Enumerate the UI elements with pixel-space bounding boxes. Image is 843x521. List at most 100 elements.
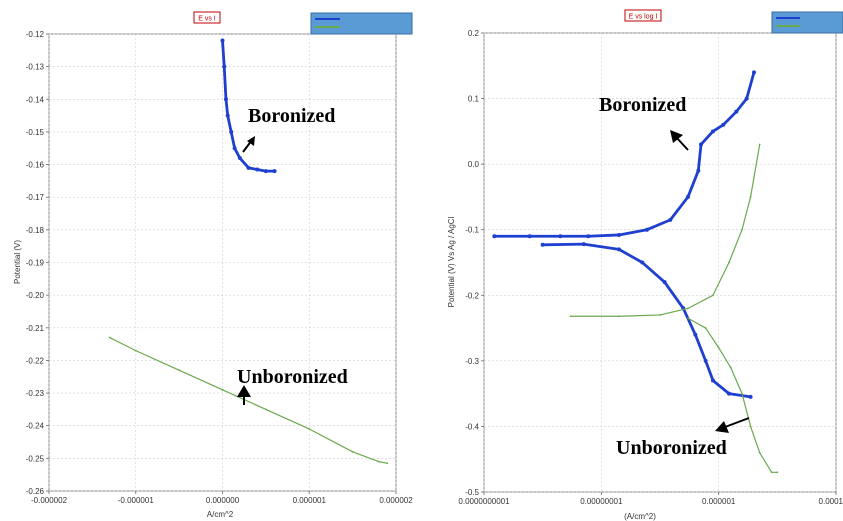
right-x-axis-label: (A/cm^2) (624, 512, 656, 521)
right-x-tick-label: 0.000001 (702, 497, 736, 506)
right-x-ticks: 0.0000000001 0.00000001 0.000001 0.0001 (458, 492, 843, 506)
left-y-tick-label: -0.19 (26, 259, 45, 268)
right-series-unboronized-point (659, 314, 661, 316)
left-y-tick-label: -0.26 (26, 487, 45, 496)
left-y-tick-label: -0.23 (26, 389, 45, 398)
left-series-unboronized-point (386, 462, 389, 465)
right-series-boronized-point (685, 194, 690, 199)
left-series-boronized-point (229, 129, 234, 134)
left-series-unboronized-point (108, 336, 111, 339)
right-series-boronized-point (527, 234, 532, 239)
left-y-tick-label: -0.13 (26, 63, 45, 72)
left-series-boronized-point (232, 146, 237, 151)
left-arrow-boronized (242, 136, 255, 153)
right-series-boronized-cathodic-point (693, 332, 698, 337)
left-y-tick-label: -0.25 (26, 454, 45, 463)
left-y-tick-label: -0.12 (26, 30, 45, 39)
left-x-tick-label: 0.000000 (206, 496, 240, 505)
right-y-tick-label: 0.2 (468, 29, 480, 38)
left-x-tick-label: 0.000001 (293, 496, 327, 505)
left-series-boronized-point (255, 167, 260, 172)
left-series-unboronized-point (308, 428, 311, 430)
right-series-boronized-cathodic-point (662, 280, 667, 285)
right-series (492, 70, 779, 474)
right-series-unboronized-point (618, 315, 620, 318)
right-series-unboronized-point (728, 261, 730, 264)
left-x-axis-label: A/cm^2 (207, 510, 234, 519)
right-x-tick-label: 0.00000001 (580, 497, 623, 506)
right-series-unboronized-cathodic-point (758, 451, 761, 454)
left-y-tick-label: -0.14 (26, 95, 45, 104)
right-series-unboronized-cathodic-point (776, 471, 779, 474)
right-series-unboronized-cathodic-point (770, 471, 773, 474)
left-series-unboronized-point (351, 450, 354, 453)
right-arrow-boronized (670, 130, 689, 151)
left-y-tick-label: -0.24 (26, 422, 45, 431)
right-y-tick-label: 0.0 (468, 160, 480, 169)
left-series-unboronized-point (264, 408, 267, 411)
left-title-box (193, 11, 221, 24)
left-y-tick-label: -0.18 (26, 226, 45, 235)
right-y-tick-label: -0.4 (465, 422, 479, 431)
left-series-unboronized-point (178, 369, 181, 372)
left-series-boronized-point (246, 165, 251, 170)
right-series-boronized-point (668, 217, 673, 222)
right-series-boronized-cathodic-point (703, 358, 708, 363)
right-chart: 0.2 0.1 0.0 -0.1 -0.2 -0.3 -0.4 -0.5 0.00000000… (447, 9, 843, 521)
right-y-axis-label: Potential (V) Vs Ag / AgCl (447, 216, 456, 307)
right-series-boronized-cathodic-point (581, 242, 586, 247)
left-arrow-unboronized (237, 385, 251, 405)
right-arrow-unboronized (715, 417, 750, 433)
right-series-boronized-cathodic-point (748, 394, 753, 399)
left-series-unboronized-point (134, 349, 137, 352)
left-x-tick-label: 0.000002 (379, 496, 413, 505)
left-series-boronized-point (220, 38, 225, 43)
left-series (108, 38, 389, 465)
left-y-tick-label: -0.20 (26, 291, 45, 300)
left-chart: -0.12 -0.13 -0.14 -0.15 -0.16 -0.17 -0.18 -0.19… (13, 11, 413, 519)
left-y-ticks: -0.12 -0.13 -0.14 -0.15 -0.16 -0.17 -0.18 -0.19… (26, 30, 49, 496)
right-series-boronized-point (644, 227, 649, 232)
right-series-boronized-point (751, 70, 756, 75)
left-y-tick-label: -0.17 (26, 193, 45, 202)
right-series-unboronized-cathodic-point (717, 346, 720, 349)
right-series-boronized-cathodic-point (710, 378, 715, 383)
right-series-boronized-cathodic-point (726, 391, 731, 396)
right-y-tick-label: -0.3 (465, 357, 479, 366)
right-y-tick-label: -0.2 (465, 291, 479, 300)
left-series-boronized-point (225, 113, 230, 118)
left-annotation-boronized: Boronized (248, 105, 335, 127)
right-series-unboronized-cathodic-point (687, 317, 689, 320)
right-series-unboronized-point (569, 315, 572, 318)
right-series-boronized-point (616, 232, 621, 237)
right-series-boronized-point (744, 96, 749, 101)
right-annotation-unboronized: Unboronized (616, 437, 727, 459)
right-title-box (624, 9, 662, 22)
right-y-ticks: 0.2 0.1 0.0 -0.1 -0.2 -0.3 -0.4 -0.5 (465, 29, 484, 497)
right-series-boronized-point (721, 122, 726, 127)
right-series-unboronized-cathodic-point (741, 392, 743, 395)
left-x-ticks: -0.000002 -0.000001 0.000000 0.000001 0.0000… (31, 491, 413, 505)
right-y-tick-label: 0.1 (468, 95, 480, 104)
left-chart-title: E vs I (198, 16, 216, 23)
right-chart-title: E vs log I (629, 14, 658, 21)
left-annotation-unboronized: Unboronized (237, 366, 348, 388)
right-series-boronized-cathodic-point (616, 247, 621, 252)
right-series-unboronized-point (712, 294, 714, 297)
left-y-tick-label: -0.22 (26, 356, 45, 365)
right-series-unboronized-point (758, 143, 761, 146)
left-x-tick-label: -0.000002 (31, 496, 68, 505)
right-plot-area (483, 32, 837, 493)
left-series-boronized-point (272, 169, 277, 174)
right-y-tick-label: -0.5 (465, 488, 479, 497)
right-series-boronized-point (699, 142, 704, 147)
left-series-boronized-point (263, 169, 268, 174)
right-legend (771, 11, 843, 34)
right-x-tick-label: 0.0001 (819, 497, 843, 506)
left-y-axis-label: Potential (V) (13, 240, 22, 284)
left-y-tick-label: -0.21 (26, 324, 45, 333)
left-series-boronized-point (237, 156, 242, 161)
right-series-boronized-cathodic-point (540, 242, 545, 247)
left-series-unboronized-point (377, 460, 380, 463)
